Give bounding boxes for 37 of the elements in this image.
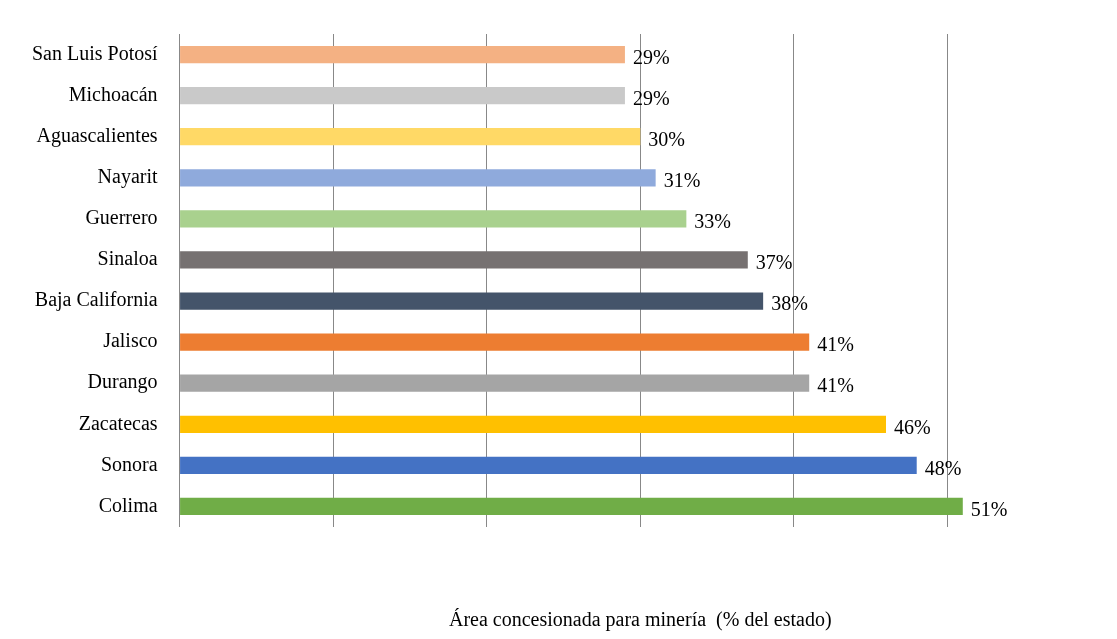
bar xyxy=(180,87,625,105)
y-tick-label: Aguascalientes xyxy=(36,123,158,147)
data-label: 46% xyxy=(894,415,931,438)
bar xyxy=(180,374,810,392)
bar xyxy=(180,251,748,269)
bar xyxy=(180,333,810,351)
data-label: 33% xyxy=(694,210,732,233)
y-tick-label: Guerrero xyxy=(85,206,158,229)
y-tick-label: Zacatecas xyxy=(78,411,158,434)
y-tick-label: Sinaloa xyxy=(97,247,158,270)
bar xyxy=(180,456,917,474)
y-tick-label: Nayarit xyxy=(97,165,159,189)
x-axis-title: Área concesionada para minería (% del estado) xyxy=(448,608,832,632)
bar xyxy=(180,292,764,310)
data-label: 41% xyxy=(817,333,854,356)
bar xyxy=(180,128,641,146)
y-tick-label: Jalisco xyxy=(103,329,158,352)
y-tick-label: Sonora xyxy=(100,452,158,475)
data-label: 31% xyxy=(663,169,701,192)
data-label: 51% xyxy=(970,497,1008,520)
bar xyxy=(180,210,687,228)
y-tick-label: Colima xyxy=(98,493,158,516)
bar xyxy=(180,45,625,64)
y-tick-label: Durango xyxy=(87,370,158,394)
data-label: 30% xyxy=(648,127,685,150)
y-tick-label: Baja California xyxy=(34,288,158,312)
bar xyxy=(180,415,886,433)
data-label: 29% xyxy=(632,45,670,68)
y-tick-label: Michoacán xyxy=(68,82,158,105)
bar xyxy=(180,497,963,516)
data-label: 29% xyxy=(632,86,670,109)
data-label: 38% xyxy=(771,292,808,315)
data-label: 41% xyxy=(817,374,854,397)
y-tick-label: San Luis Potosí xyxy=(32,41,159,64)
data-label: 37% xyxy=(755,251,793,274)
data-label: 48% xyxy=(924,456,962,479)
bar xyxy=(180,169,656,187)
